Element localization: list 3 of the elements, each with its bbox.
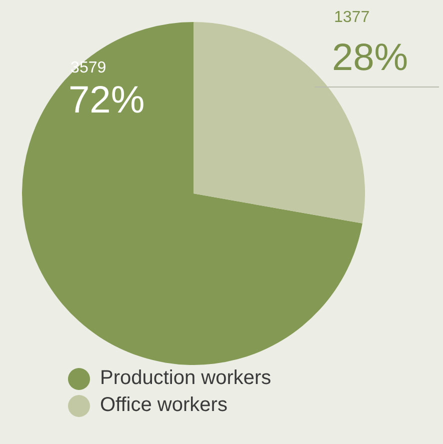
legend-label: Production workers — [100, 367, 272, 390]
data-label: 1377 28% — [332, 9, 408, 79]
legend-label: Office workers — [100, 394, 228, 417]
